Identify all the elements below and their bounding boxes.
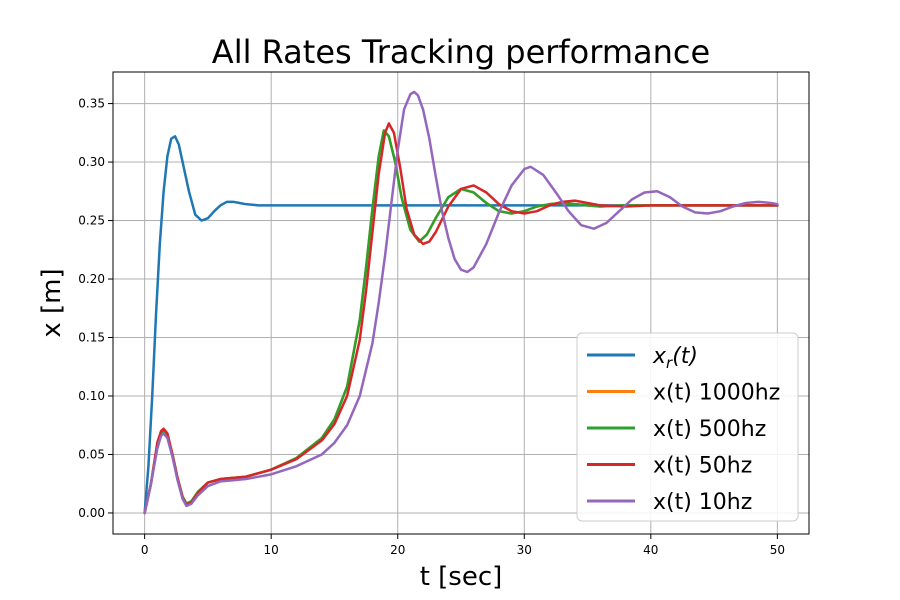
x-tick-label: 20 — [390, 543, 405, 557]
y-tick-label: 0.10 — [78, 389, 105, 403]
series-line-0 — [143, 135, 779, 515]
x-tick-label: 10 — [264, 543, 279, 557]
legend-label-tail: (t) — [672, 344, 698, 369]
series-lines — [143, 90, 779, 515]
y-tick-label: 0.20 — [78, 272, 105, 286]
legend-label-base: x — [652, 344, 667, 369]
x-tick-label: 50 — [770, 543, 785, 557]
chart-title: All Rates Tracking performance — [212, 33, 710, 71]
x-axis-ticks: 0 10 20 30 40 50 — [141, 534, 785, 557]
x-tick-label: 30 — [517, 543, 532, 557]
y-tick-label: 0.00 — [78, 506, 105, 520]
y-tick-label: 0.35 — [78, 97, 105, 111]
y-tick-label: 0.15 — [78, 331, 105, 345]
x-axis-label: t [sec] — [420, 562, 503, 592]
legend-label-3: x(t) 50hz — [653, 454, 752, 479]
legend-label-1: x(t) 1000hz — [653, 381, 780, 406]
plot-frame — [112, 71, 810, 535]
x-tick-label: 40 — [643, 543, 658, 557]
y-tick-label: 0.30 — [78, 155, 105, 169]
y-axis-ticks: 0.00 0.05 0.10 0.15 0.20 0.25 0.30 0.35 — [78, 97, 113, 520]
legend-label-4: x(t) 10hz — [653, 490, 752, 515]
legend-box — [576, 332, 799, 522]
legend-label-2: x(t) 500hz — [653, 417, 766, 442]
series-line-4 — [143, 90, 779, 515]
chart-legend: xr(t) x(t) 1000hz x(t) 500hz x(t) 50hz x(t) … — [576, 332, 799, 522]
y-tick-label: 0.25 — [78, 214, 105, 228]
y-axis-label: x [m] — [37, 268, 67, 337]
x-tick-label: 0 — [141, 543, 149, 557]
legend-label-sub: r — [666, 354, 673, 372]
y-tick-label: 0.05 — [78, 447, 105, 461]
legend-label-0: xr(t) — [652, 344, 698, 372]
